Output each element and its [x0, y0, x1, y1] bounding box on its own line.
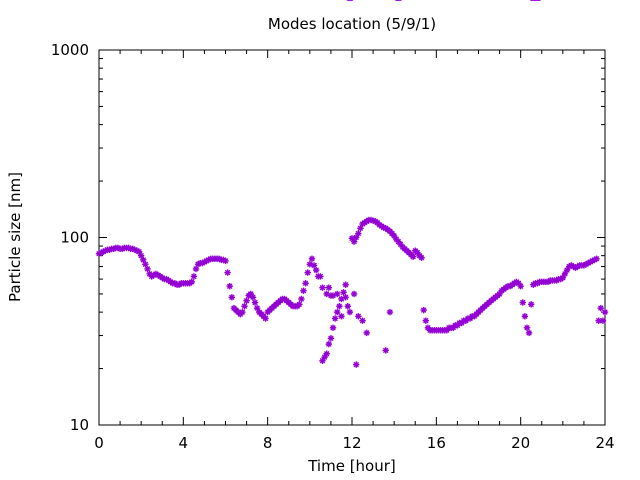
data-point — [312, 266, 320, 274]
data-point — [310, 262, 318, 269]
data-point — [262, 315, 269, 322]
data-point — [601, 308, 609, 316]
data-point — [386, 308, 394, 316]
data-point — [243, 297, 250, 304]
data-point — [525, 329, 533, 337]
data-point — [306, 261, 314, 268]
data-point — [329, 324, 337, 331]
data-point — [308, 255, 316, 262]
data-point — [302, 280, 309, 287]
x-tick-label: 0 — [94, 434, 104, 452]
data-point — [344, 303, 351, 310]
data-point — [355, 230, 362, 237]
data-point — [323, 350, 330, 357]
data-point — [342, 281, 349, 288]
data-point — [325, 284, 333, 291]
data-point — [241, 303, 248, 310]
data-point — [517, 282, 524, 290]
major-ticks — [98, 49, 606, 426]
data-point — [319, 284, 326, 291]
data-point — [355, 313, 362, 320]
data-point — [239, 308, 246, 316]
data-point — [340, 289, 347, 296]
data-point — [190, 273, 198, 280]
data-point — [342, 294, 349, 301]
data-point — [420, 306, 427, 314]
data-point — [319, 357, 326, 364]
chart-title: Modes location (5/9/1) — [268, 15, 436, 33]
data-point — [144, 265, 151, 273]
data-point — [338, 313, 345, 320]
minor-ticks — [99, 50, 605, 425]
x-tick-label: 16 — [427, 434, 446, 452]
data-point — [519, 299, 526, 306]
y-tick-labels: 10 100 1000 — [51, 41, 89, 434]
data-point — [224, 269, 231, 276]
data-point — [363, 329, 370, 337]
data-point — [228, 294, 236, 301]
x-tick-label: 24 — [595, 434, 614, 452]
data-point — [327, 292, 335, 299]
data-point — [304, 269, 311, 276]
data-point — [331, 315, 339, 322]
data-point — [409, 253, 417, 260]
data-point — [523, 324, 531, 331]
data-point — [359, 317, 366, 324]
data-point — [142, 261, 149, 268]
data-point — [298, 295, 305, 303]
data-point — [597, 304, 604, 312]
data-point — [296, 301, 303, 308]
x-tick-label: 12 — [342, 434, 361, 452]
data-point — [418, 254, 425, 261]
y-tick-label: 1000 — [51, 41, 89, 59]
x-tick-label: 20 — [511, 434, 530, 452]
data-point — [334, 290, 341, 298]
data-point — [226, 282, 233, 290]
data-point — [350, 290, 358, 298]
data-point — [251, 299, 259, 306]
data-point — [353, 361, 360, 368]
data-point — [188, 278, 195, 286]
x-tick-label: 4 — [179, 434, 189, 452]
y-axis-label: Particle size [nm] — [6, 172, 24, 302]
data-point — [521, 313, 529, 320]
data-point — [327, 335, 335, 342]
data-point — [346, 308, 354, 316]
data-point — [528, 301, 535, 308]
data-point — [300, 287, 307, 294]
x-tick-label: 8 — [263, 434, 273, 452]
y-tick-label: 100 — [60, 229, 89, 247]
data-point — [593, 255, 600, 262]
data-points — [95, 0, 609, 368]
data-point — [422, 317, 429, 324]
data-point — [317, 273, 324, 280]
data-point — [336, 303, 343, 310]
data-point — [334, 308, 341, 316]
data-point — [325, 340, 333, 348]
y-tick-label: 10 — [70, 416, 89, 434]
data-point — [249, 294, 257, 301]
data-point — [222, 257, 229, 265]
x-axis-label: Time [hour] — [307, 457, 396, 475]
x-tick-labels: 0 4 8 12 16 20 24 — [94, 434, 614, 452]
data-point — [382, 347, 389, 354]
data-point — [599, 317, 607, 324]
